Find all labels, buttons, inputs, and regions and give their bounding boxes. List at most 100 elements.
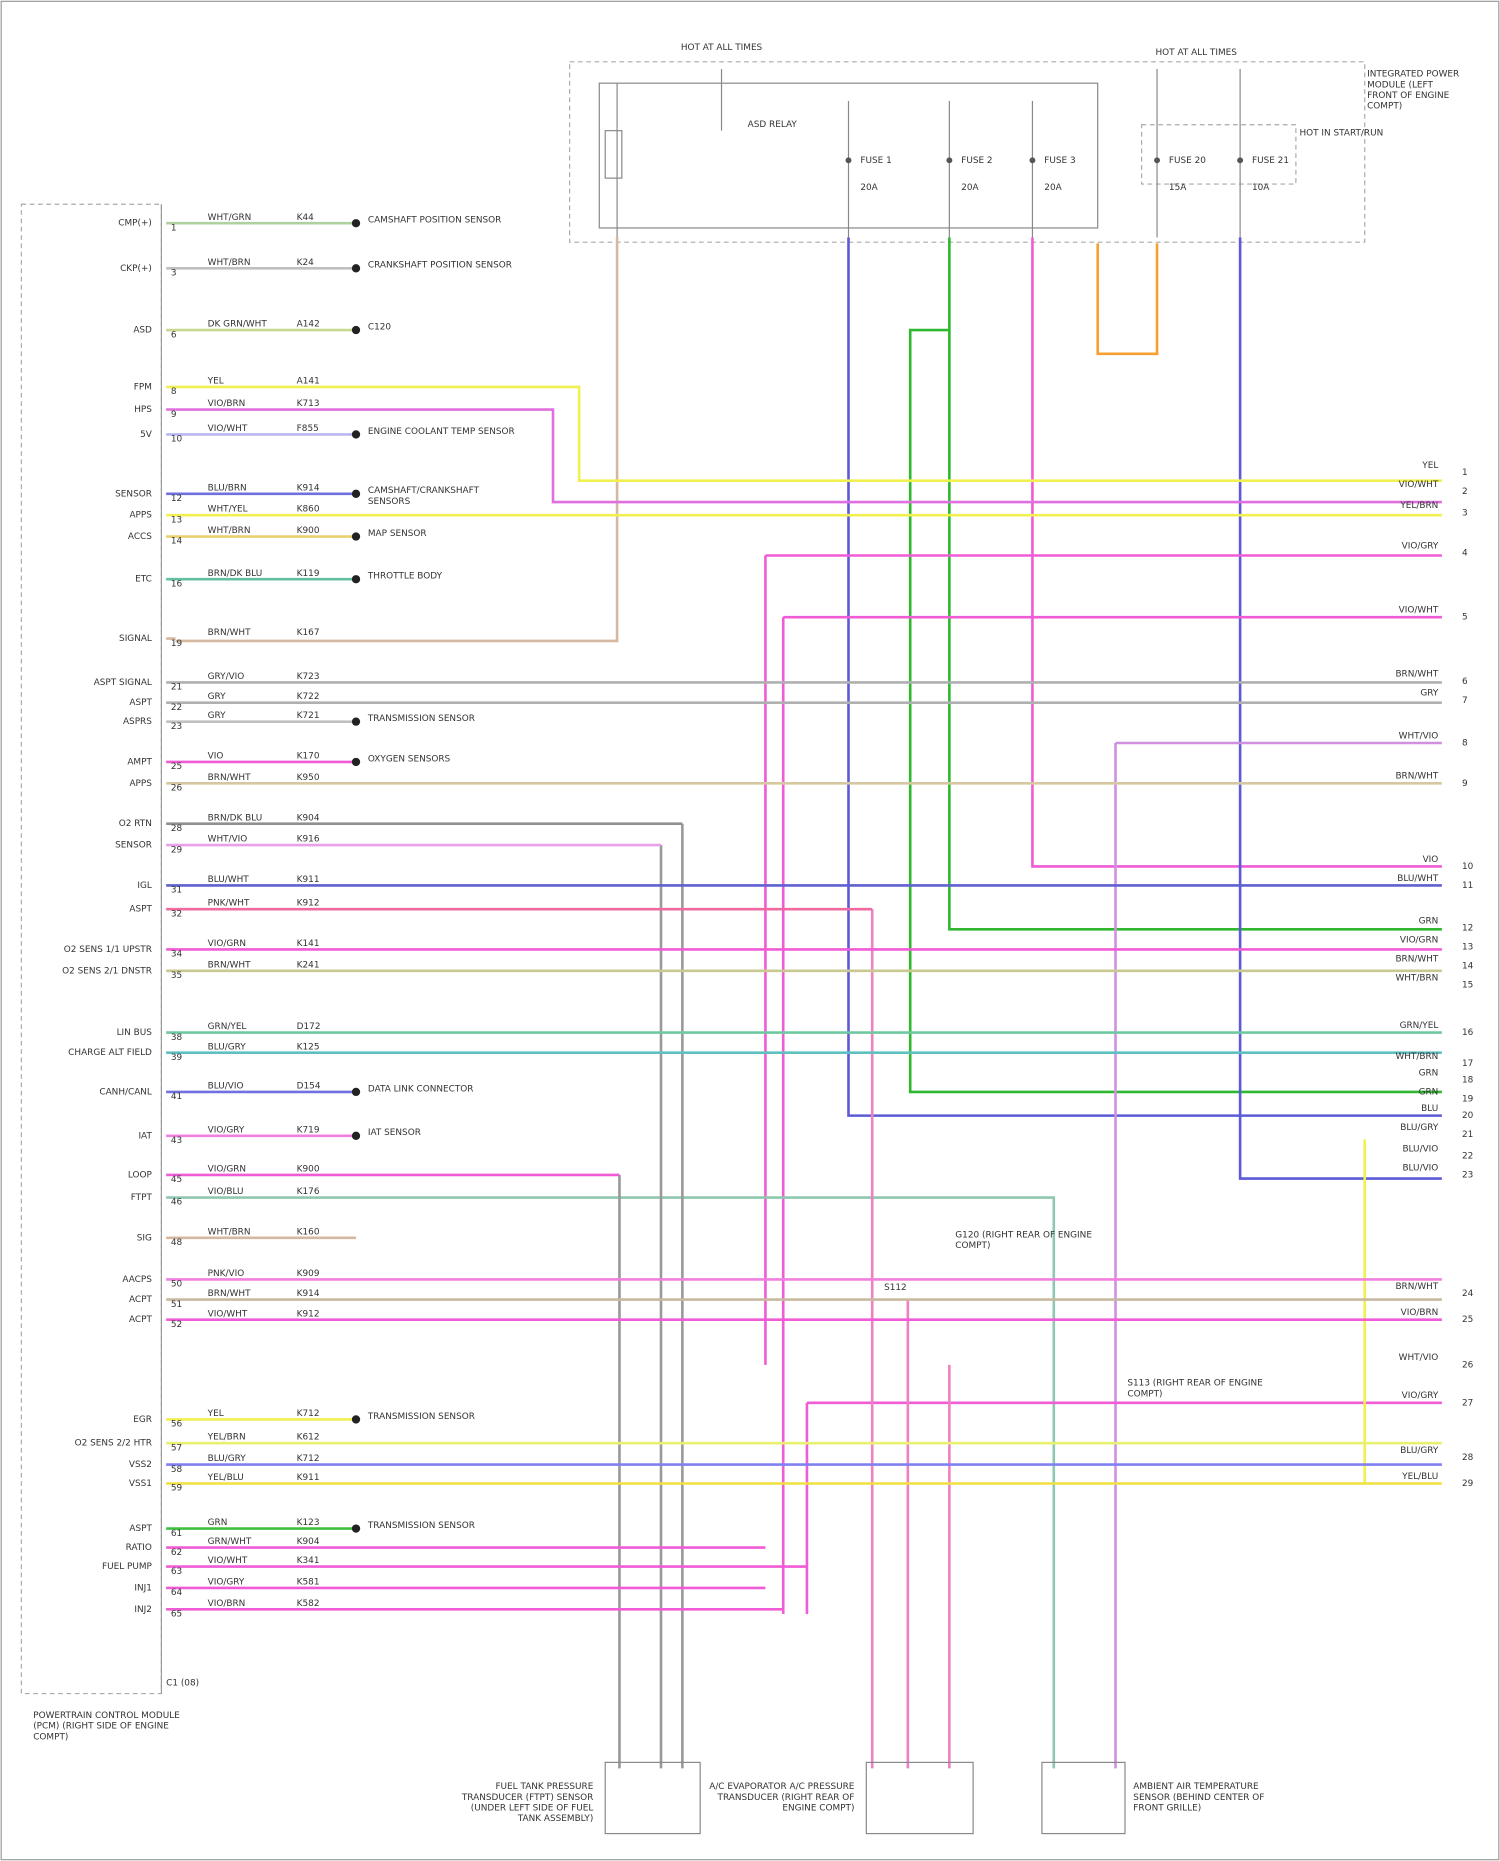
circuit: K723 — [297, 672, 320, 682]
right-pin: 28 — [1462, 1453, 1474, 1463]
right-wire: VIO — [1423, 855, 1439, 865]
right-wire: YEL — [1421, 461, 1438, 471]
circuit: K141 — [297, 939, 320, 949]
wire-color: GRN/WHT — [208, 1537, 252, 1547]
wire-color: WHT/BRN — [208, 1227, 251, 1237]
pin-number: 1 — [171, 223, 177, 233]
connector-dot — [351, 1524, 361, 1533]
wire-color: VIO/WHT — [208, 424, 248, 434]
circuit: K119 — [297, 569, 320, 579]
right-pin: 12 — [1462, 924, 1473, 934]
pin-name: ASPT — [129, 1524, 152, 1534]
circuit: K125 — [297, 1042, 320, 1052]
right-pin: 4 — [1462, 549, 1468, 559]
pin-name: FTPT — [131, 1193, 153, 1203]
connector-dot — [351, 575, 361, 584]
fuse-name: FUSE 21 — [1252, 156, 1289, 166]
destination: DATA LINK CONNECTOR — [368, 1084, 474, 1094]
destination: C120 — [368, 322, 392, 332]
wire-color: WHT/BRN — [208, 526, 251, 536]
right-wire: VIO/GRN — [1400, 935, 1438, 945]
circuit: K721 — [297, 711, 320, 721]
right-wire: BLU/GRY — [1400, 1123, 1439, 1133]
circuit: K712 — [297, 1409, 320, 1419]
wire-color: VIO/WHT — [208, 1556, 248, 1566]
note-label: HOT IN START/RUN — [1299, 129, 1383, 139]
pin-name: VSS1 — [129, 1479, 152, 1489]
pin-number: 21 — [171, 683, 182, 693]
pin-number: 57 — [171, 1443, 182, 1453]
fuse-name: FUSE 1 — [860, 156, 891, 166]
wire-color: VIO/BRN — [208, 399, 246, 409]
wire-color: YEL — [207, 377, 224, 387]
circuit: K582 — [297, 1599, 320, 1609]
right-wire: BLU/WHT — [1397, 874, 1439, 884]
aat-box — [1041, 1761, 1126, 1835]
circuit: K911 — [297, 1473, 320, 1483]
wire-color: BLU/BRN — [208, 483, 247, 493]
fuse-rating: 20A — [860, 183, 878, 193]
wire — [175, 1196, 1056, 1769]
right-wire: WHT/BRN — [1395, 1052, 1438, 1062]
pin-number: 3 — [171, 269, 177, 279]
wire-color: WHT/YEL — [208, 505, 248, 515]
pin-name: 5V — [140, 430, 153, 440]
right-wire: GRY — [1420, 689, 1438, 699]
pin-number: 48 — [171, 1238, 183, 1248]
component-label: AMBIENT AIR TEMPERATURE SENSOR (BEHIND CE… — [1133, 1782, 1264, 1813]
pin-number: 34 — [171, 950, 183, 960]
pin-number: 63 — [171, 1567, 182, 1577]
right-wire: GRN/YEL — [1400, 1021, 1439, 1031]
pin-number: 46 — [171, 1198, 183, 1208]
circuit: K24 — [297, 258, 314, 268]
wire — [175, 385, 1442, 483]
wire-color: VIO/GRN — [208, 939, 246, 949]
circuit: K904 — [297, 1537, 320, 1547]
pin-number: 14 — [171, 537, 183, 547]
pin-number: 65 — [171, 1610, 182, 1620]
component-label: A/C EVAPORATOR A/C PRESSURE TRANSDUCER (R… — [709, 1782, 855, 1813]
wire-color: VIO/BRN — [208, 1599, 246, 1609]
circuit: K912 — [297, 1309, 320, 1319]
circuit: K909 — [297, 1269, 320, 1279]
pin-number: 58 — [171, 1465, 183, 1475]
pin-number: 61 — [171, 1529, 182, 1539]
circuit: K160 — [297, 1227, 320, 1237]
hot-label: HOT AT ALL TIMES — [1156, 48, 1238, 58]
wire-color: VIO/GRN — [208, 1165, 246, 1175]
destination: CAMSHAFT/CRANKSHAFT SENSORS — [368, 486, 480, 507]
fuse — [1029, 157, 1036, 164]
wire-color: GRN — [208, 1518, 228, 1528]
circuit: K900 — [297, 526, 320, 536]
destination: TRANSMISSION SENSOR — [367, 1411, 475, 1421]
right-wire: BRN/WHT — [1395, 670, 1438, 680]
pin-name: SIG — [137, 1233, 152, 1243]
right-pin: 1 — [1462, 468, 1468, 478]
right-wire: VIO/WHT — [1399, 480, 1439, 490]
right-pin: 24 — [1462, 1289, 1474, 1299]
fuse — [845, 157, 852, 164]
right-wire: GRN — [1419, 1068, 1439, 1078]
pin-name: SENSOR — [115, 841, 152, 851]
pin-number: 19 — [171, 639, 183, 649]
circuit: K123 — [297, 1518, 320, 1528]
wire-color: YEL/BLU — [207, 1473, 244, 1483]
circuit: K860 — [297, 505, 320, 515]
circuit: F855 — [297, 424, 319, 434]
wire — [175, 408, 1442, 504]
pin-name: ASPT SIGNAL — [94, 678, 152, 688]
right-wire: BLU/VIO — [1402, 1144, 1438, 1154]
fuse-rating: 15A — [1169, 183, 1187, 193]
wire-color: DK GRN/WHT — [208, 320, 268, 330]
pin-name: ASPRS — [123, 717, 152, 727]
pin-number: 62 — [171, 1548, 182, 1558]
wire-color: VIO/GRY — [208, 1125, 245, 1135]
pin-name: APPS — [129, 779, 152, 789]
circuit: K912 — [297, 899, 320, 909]
destination: OXYGEN SENSORS — [368, 754, 451, 764]
relay-coil — [604, 130, 623, 179]
connector-dot — [351, 1415, 361, 1424]
wire-color: BRN/WHT — [208, 1289, 251, 1299]
pin-name: RATIO — [126, 1543, 152, 1553]
